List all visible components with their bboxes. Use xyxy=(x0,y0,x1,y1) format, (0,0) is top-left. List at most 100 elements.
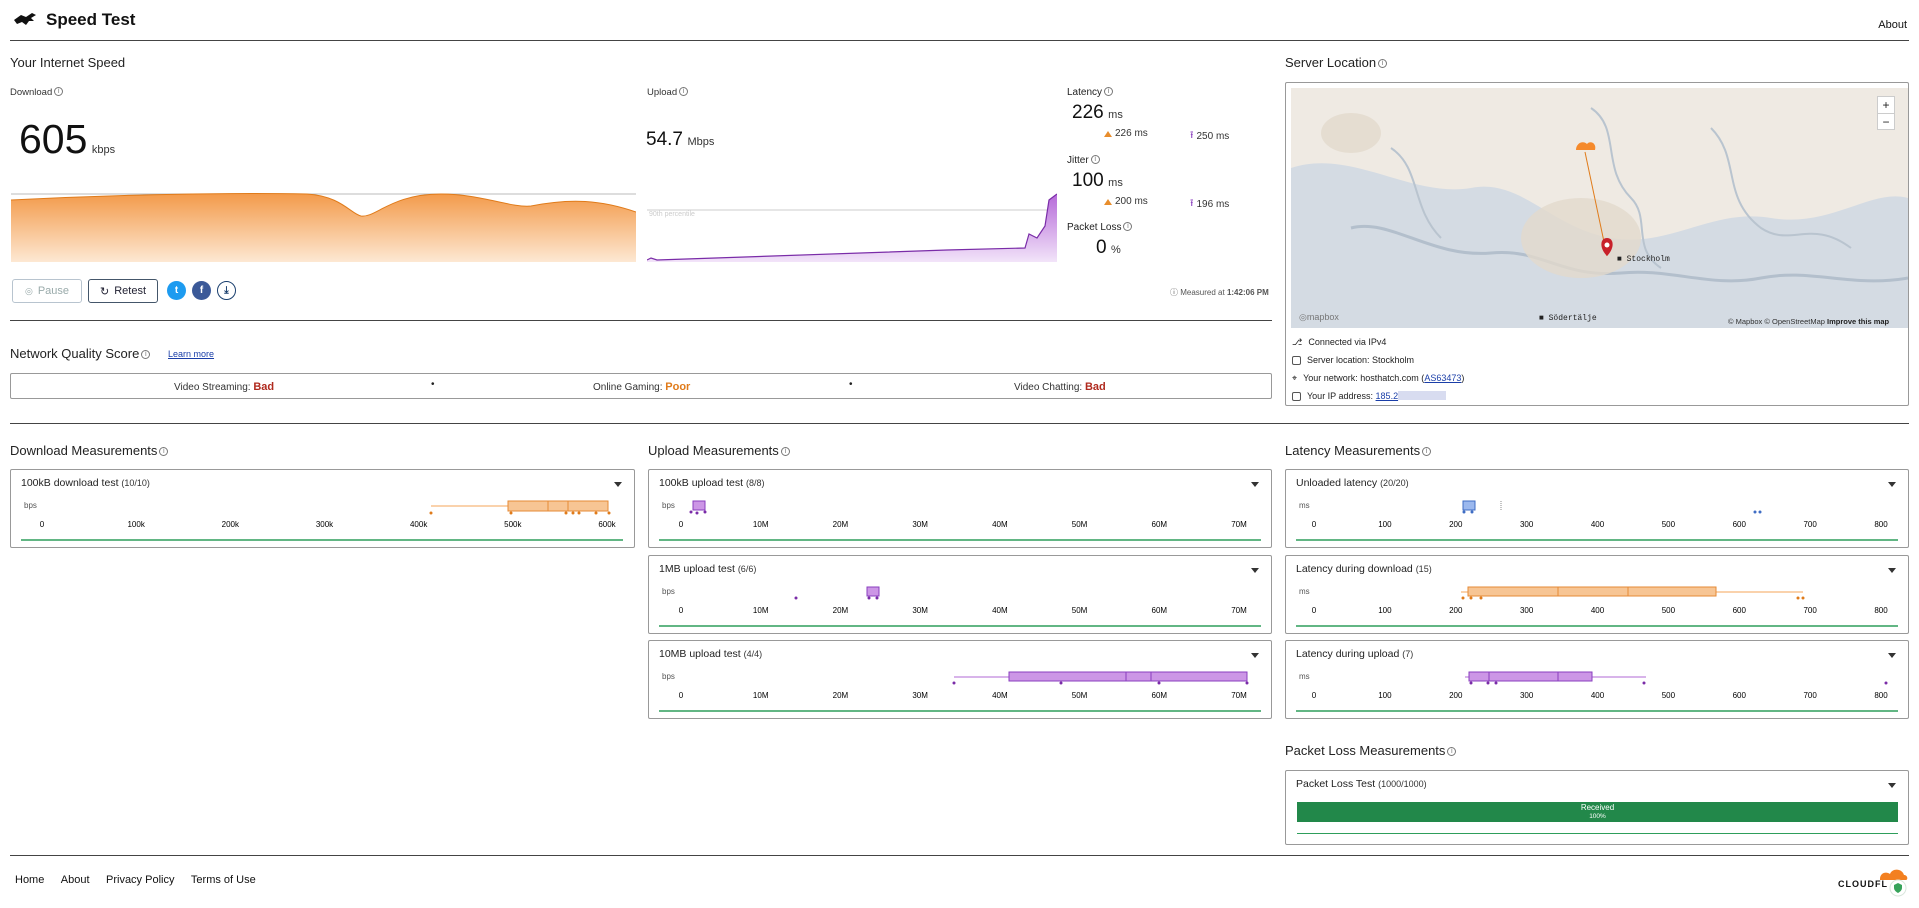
upload-arrow-icon: ⭱ xyxy=(1190,198,1194,209)
chevron-down-icon[interactable] xyxy=(1888,653,1896,658)
info-icon[interactable]: i xyxy=(141,350,151,359)
info-icon[interactable]: i xyxy=(1422,447,1432,456)
tick-label: 400 xyxy=(1591,691,1605,700)
info-icon[interactable]: i xyxy=(159,447,169,456)
axis-unit: bps xyxy=(662,587,675,596)
jitter-label: Jitter i xyxy=(1067,155,1100,166)
axis-unit: ms xyxy=(1299,587,1310,596)
info-icon[interactable]: i xyxy=(1447,747,1457,756)
card-title: Latency during download (15) xyxy=(1296,563,1432,575)
tick-label: 70M xyxy=(1231,691,1247,700)
latency-measurements-title: Latency Measurements i xyxy=(1285,443,1432,458)
chevron-down-icon[interactable] xyxy=(1888,482,1896,487)
footer-about-link[interactable]: About xyxy=(60,874,90,886)
footer-divider xyxy=(10,855,1909,856)
info-icon[interactable]: i xyxy=(780,447,790,456)
footer-home-link[interactable]: Home xyxy=(15,874,45,886)
upload-card-10mb[interactable]: 10MB upload test (4/4) bps 0 10M 20M 30M 40M… xyxy=(648,640,1272,719)
tick-label: 10M xyxy=(753,606,769,615)
map-attribution: © Mapbox © OpenStreetMap Improve this ma… xyxy=(1728,317,1890,326)
tick-label: 500 xyxy=(1662,691,1676,700)
tick-label: 70M xyxy=(1231,606,1247,615)
tick-label: 60M xyxy=(1152,691,1168,700)
tick-label: 200 xyxy=(1449,691,1463,700)
upload-card-100kb[interactable]: 100kB upload test (8/8) bps 0 10M 20M 30M 40… xyxy=(648,469,1272,548)
info-icon[interactable]: i xyxy=(1104,87,1114,96)
network-row: ⌖ Your network: hosthatch.com (AS63473) xyxy=(1292,372,1465,384)
retest-button[interactable]: ↻ Retest xyxy=(88,279,158,303)
tick-label: 30M xyxy=(912,606,928,615)
pause-button[interactable]: ◎ Pause xyxy=(12,279,82,303)
ip-link[interactable]: 185.2 xyxy=(1375,391,1399,401)
server-info-list: ⎇ Connected via IPv4 Server location: Sto… xyxy=(1292,335,1464,403)
axis-unit: bps xyxy=(24,501,37,510)
axis-unit: ms xyxy=(1299,501,1310,510)
download-arrow-icon xyxy=(1104,198,1112,205)
tick-label: 600k xyxy=(598,520,616,529)
axis-unit: ms xyxy=(1299,672,1310,681)
chevron-down-icon[interactable] xyxy=(1888,568,1896,573)
upload-card-1mb[interactable]: 1MB upload test (6/6) bps 0 10M 20M 30M 40M 5… xyxy=(648,555,1272,634)
quality-title: Network Quality Score i xyxy=(10,346,151,361)
app-title[interactable]: Speed Test xyxy=(46,10,136,29)
speed-test-logo-icon[interactable] xyxy=(12,11,38,29)
latency-label: Latency i xyxy=(1067,87,1114,98)
footer-terms-link[interactable]: Terms of Use xyxy=(190,874,256,886)
info-icon[interactable]: i xyxy=(1090,155,1100,164)
chevron-down-icon[interactable] xyxy=(1251,653,1259,658)
chevron-down-icon[interactable] xyxy=(1888,783,1896,788)
tick-label: 50M xyxy=(1072,691,1088,700)
card-title: 1MB upload test (6/6) xyxy=(659,563,757,575)
server-map[interactable]: ■ Stockholm ■ Södertälje ◎mapbox xyxy=(1291,88,1908,328)
tick-label: 800 xyxy=(1874,606,1888,615)
tick-label: 30M xyxy=(912,691,928,700)
zoom-in-button[interactable]: + xyxy=(1877,96,1895,113)
ip-row: Your IP address: 185.2 xyxy=(1292,389,1464,403)
tick-label: 400 xyxy=(1591,606,1605,615)
pin-icon: ⌖ xyxy=(1292,372,1298,383)
latency-card-download[interactable]: Latency during download (15) ms 0 100 200 3… xyxy=(1285,555,1909,634)
latency-card-upload[interactable]: Latency during upload (7) ms 0 100 200 300 4… xyxy=(1285,640,1909,719)
latency-boxplot-download: 0 100 200 300 400 500 600 700 800 xyxy=(1296,586,1898,627)
chevron-down-icon[interactable] xyxy=(1251,482,1259,487)
tick-label: 600 xyxy=(1733,520,1747,529)
tick-label: 600 xyxy=(1733,606,1747,615)
tick-label: 50M xyxy=(1072,520,1088,529)
info-icon[interactable]: i xyxy=(1123,222,1133,231)
improve-map-link[interactable]: Improve this map xyxy=(1827,317,1890,326)
about-link[interactable]: About xyxy=(1878,19,1907,31)
download-card-100kb[interactable]: 100kB download test (10/10) bps 0 100k 200… xyxy=(10,469,635,548)
chevron-down-icon[interactable] xyxy=(1251,568,1259,573)
packet-loss-card[interactable]: Packet Loss Test (1000/1000) Received 10… xyxy=(1285,770,1909,845)
chevron-down-icon[interactable] xyxy=(614,482,622,487)
latency-card-unloaded[interactable]: Unloaded latency (20/20) ms 0 100 200 300 40… xyxy=(1285,469,1909,548)
tick-label: 600 xyxy=(1733,691,1747,700)
learn-more-link[interactable]: Learn more xyxy=(168,349,215,359)
tick-label: 400 xyxy=(1591,520,1605,529)
twitter-icon[interactable]: t xyxy=(167,281,186,300)
info-icon[interactable]: i xyxy=(1378,59,1388,68)
ip-icon xyxy=(1292,391,1301,401)
quality-separator: • xyxy=(849,379,853,390)
tick-label: 50M xyxy=(1072,606,1088,615)
info-icon[interactable]: i xyxy=(54,87,64,96)
tick-label: 0 xyxy=(679,691,684,700)
cloudflare-server-icon xyxy=(1576,142,1596,150)
facebook-icon[interactable]: f xyxy=(192,281,211,300)
tick-label: 0 xyxy=(40,520,45,529)
cloudflare-logo-icon[interactable] xyxy=(1876,863,1910,897)
packet-loss-label: Packet Loss i xyxy=(1067,222,1133,233)
mapbox-logo-icon: ◎mapbox xyxy=(1299,312,1339,322)
tick-label: 700 xyxy=(1803,606,1817,615)
card-title: Unloaded latency (20/20) xyxy=(1296,477,1409,489)
tick-label: 800 xyxy=(1874,691,1888,700)
info-icon[interactable]: i xyxy=(679,87,689,96)
download-results-icon[interactable]: ⤓ xyxy=(217,281,236,300)
footer-privacy-link[interactable]: Privacy Policy xyxy=(106,874,175,886)
download-arrow-icon xyxy=(1104,130,1112,137)
tick-label: 20M xyxy=(833,691,849,700)
tick-label: 100 xyxy=(1378,691,1392,700)
zoom-out-button[interactable]: − xyxy=(1877,113,1895,130)
latency-boxplot-unloaded: 0 100 200 300 400 500 600 700 800 xyxy=(1296,500,1898,541)
asn-link[interactable]: AS63473 xyxy=(1424,373,1462,383)
